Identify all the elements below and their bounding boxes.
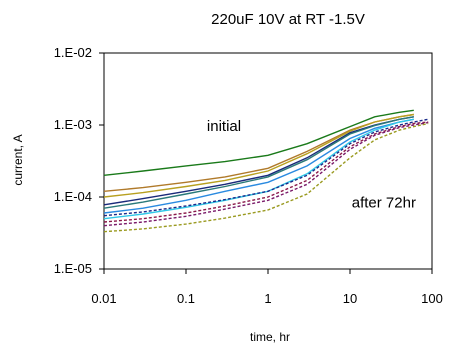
series-line-5 xyxy=(103,116,414,209)
y-tick-label: 1.E-02 xyxy=(54,45,92,60)
x-tick-label: 100 xyxy=(421,291,443,306)
x-axis-label: time, hr xyxy=(250,330,290,344)
y-axis-label: current, A xyxy=(11,134,25,185)
chart-title: 220uF 10V at RT -1.5V xyxy=(211,11,365,28)
series-line-9 xyxy=(103,121,429,223)
annotation-2: after 72hr xyxy=(352,194,416,211)
annotation-1: initial xyxy=(207,118,241,135)
plot-area xyxy=(103,52,433,270)
series-line-1 xyxy=(103,109,414,176)
series-line-6 xyxy=(103,118,414,214)
x-tick-label: 10 xyxy=(343,291,357,306)
series-line-11 xyxy=(103,122,429,233)
x-tick-label: 0.01 xyxy=(91,291,116,306)
y-tick-label: 1.E-03 xyxy=(54,117,92,132)
y-tick-label: 1.E-04 xyxy=(54,189,92,204)
y-tick-label: 1.E-05 xyxy=(54,261,92,276)
series-line-3 xyxy=(103,113,414,198)
x-tick-label: 1 xyxy=(264,291,271,306)
x-tick-label: 0.1 xyxy=(177,291,195,306)
series-line-10 xyxy=(103,121,429,227)
series-line-2 xyxy=(103,113,414,192)
